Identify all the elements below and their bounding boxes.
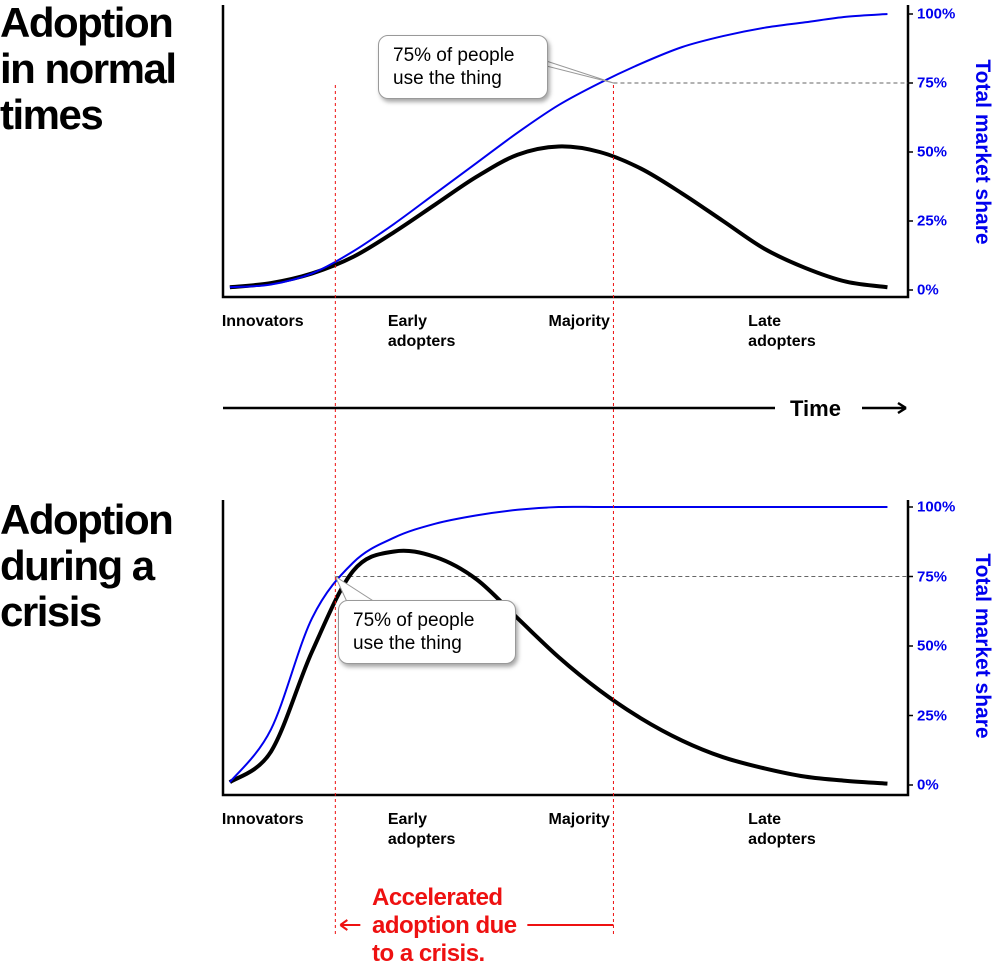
crisis-label: Accelerated adoption due to a crisis.: [372, 884, 517, 964]
axis-frame: [221, 500, 910, 797]
time-label: Time: [790, 396, 841, 421]
x-tick-label: Late adopters: [748, 313, 816, 350]
x-tick-label: Majority: [548, 313, 610, 330]
y-axis-label: Total market share: [971, 59, 993, 245]
x-tick-label: Innovators: [221, 811, 304, 828]
series-line: [229, 505, 888, 783]
y-tick-label: 0%: [917, 776, 939, 794]
chart-title: Adoption in normal times: [0, 0, 177, 138]
x-tick-label: Early adopters: [387, 313, 456, 350]
y-tick-label: 100%: [917, 498, 956, 516]
y-axis-label: Total market share: [971, 553, 993, 739]
y-tick-label: 25%: [917, 212, 948, 230]
x-tick-label: Early adopters: [387, 811, 456, 848]
time-arrow: [223, 401, 907, 415]
chart-title: Adoption during a crisis: [0, 496, 174, 635]
series-line: [229, 144, 888, 290]
y-tick-label: 100%: [917, 5, 956, 23]
y-tick-label: 50%: [917, 143, 948, 161]
x-tick-label: Innovators: [221, 313, 304, 330]
crisis-arrow: [339, 919, 614, 931]
series-line: [228, 548, 888, 786]
y-tick-label: 75%: [917, 568, 948, 585]
callout: 75% of people use the thing: [338, 600, 516, 664]
y-tick-label: 0%: [917, 281, 939, 299]
callout: 75% of people use the thing: [378, 35, 548, 99]
y-tick-label: 25%: [917, 707, 948, 724]
axis-frame: [221, 5, 910, 299]
series-line: [229, 13, 888, 289]
x-tick-label: Late adopters: [748, 811, 816, 848]
y-tick-label: 50%: [917, 637, 948, 655]
x-tick-label: Majority: [548, 811, 610, 828]
y-tick-label: 75%: [917, 74, 948, 92]
